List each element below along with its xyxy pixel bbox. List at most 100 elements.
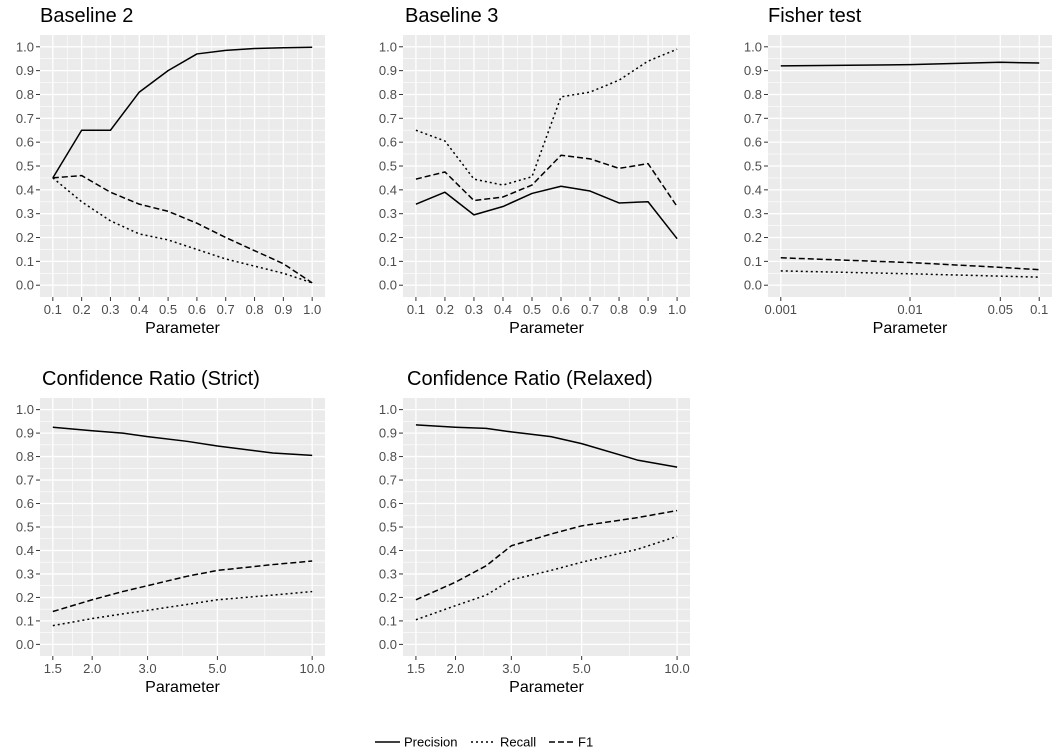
x-axis-label: Parameter xyxy=(145,679,220,696)
series-line-precision xyxy=(52,426,313,457)
x-tick-label: 0.5 xyxy=(159,302,177,317)
y-tick-label: 0.5 xyxy=(16,159,34,174)
x-tick-label: 2.0 xyxy=(83,661,101,676)
y-tick-label: 0.6 xyxy=(16,135,34,150)
y-tick-label: 0.8 xyxy=(379,449,397,464)
series-line-precision xyxy=(415,424,678,468)
chart-title: Confidence Ratio (Strict) xyxy=(42,368,260,390)
y-tick-label: 0.7 xyxy=(744,111,762,126)
x-tick-label: 1.5 xyxy=(44,661,62,676)
y-tick-label: 0.2 xyxy=(16,230,34,245)
x-tick-label: 0.5 xyxy=(523,302,541,317)
chart-title: Fisher test xyxy=(768,5,862,27)
x-tick-label: 0.1 xyxy=(1030,302,1048,317)
y-tick-label: 0.7 xyxy=(16,473,34,488)
y-tick-label: 0.4 xyxy=(379,182,397,197)
x-axis-label: Parameter xyxy=(873,320,948,337)
y-tick-label: 0.0 xyxy=(379,278,397,293)
y-tick-label: 0.5 xyxy=(379,159,397,174)
x-tick-label: 0.6 xyxy=(552,302,570,317)
y-tick-label: 0.4 xyxy=(16,182,34,197)
y-tick-label: 0.0 xyxy=(16,278,34,293)
y-tick-label: 0.2 xyxy=(379,590,397,605)
y-tick-label: 1.0 xyxy=(16,39,34,54)
x-tick-label: 0.1 xyxy=(44,302,62,317)
chart-title: Baseline 2 xyxy=(40,5,133,27)
x-tick-label: 0.7 xyxy=(217,302,235,317)
y-tick-label: 0.7 xyxy=(379,473,397,488)
chart-panel-2: 0.0 0.1 0.2 0.3 0.4 0.5 0.6 0.7 0.8 0.9 1.0 0.001 0.… xyxy=(744,5,1052,337)
chart-panel-4: 0.0 0.1 0.2 0.3 0.4 0.5 0.6 0.7 0.8 0.9 1.0 1.5 2.0 3… xyxy=(379,368,690,696)
chart-panel-1: 0.0 0.1 0.2 0.3 0.4 0.5 0.6 0.7 0.8 0.9 1.0 0.1 0.2 0… xyxy=(379,5,690,337)
y-tick-label: 0.9 xyxy=(379,63,397,78)
y-tick-label: 0.2 xyxy=(379,230,397,245)
y-tick-label: 0.3 xyxy=(744,206,762,221)
series-line-precision xyxy=(780,61,1040,67)
x-tick-label: 0.1 xyxy=(407,302,425,317)
series-line-precision xyxy=(415,185,678,240)
y-tick-label: 0.9 xyxy=(744,63,762,78)
y-tick-label: 0.6 xyxy=(16,496,34,511)
y-tick-label: 0.4 xyxy=(379,543,397,558)
y-tick-label: 0.8 xyxy=(16,87,34,102)
y-tick-label: 0.4 xyxy=(16,543,34,558)
x-tick-label: 0.8 xyxy=(246,302,264,317)
x-tick-label: 0.2 xyxy=(436,302,454,317)
y-tick-label: 0.3 xyxy=(379,566,397,581)
x-tick-label: 0.6 xyxy=(188,302,206,317)
series-line-f1 xyxy=(415,154,678,207)
x-tick-label: 0.4 xyxy=(494,302,512,317)
legend-label-precision: Precision xyxy=(404,735,457,750)
y-tick-label: 0.3 xyxy=(16,566,34,581)
series-line-f1 xyxy=(780,257,1040,271)
y-tick-label: 0.3 xyxy=(16,206,34,221)
series-line-f1 xyxy=(52,174,313,284)
y-tick-label: 1.0 xyxy=(744,39,762,54)
series-line-f1 xyxy=(415,509,678,601)
y-tick-label: 0.5 xyxy=(379,520,397,535)
x-tick-label: 10.0 xyxy=(664,661,689,676)
y-tick-label: 0.6 xyxy=(379,496,397,511)
y-tick-label: 0.9 xyxy=(16,63,34,78)
x-tick-label: 0.2 xyxy=(73,302,91,317)
y-tick-label: 0.5 xyxy=(16,520,34,535)
y-tick-label: 0.8 xyxy=(16,449,34,464)
x-tick-label: 2.0 xyxy=(446,661,464,676)
y-tick-label: 0.3 xyxy=(379,206,397,221)
series-line-precision xyxy=(52,46,313,179)
y-tick-label: 0.6 xyxy=(379,135,397,150)
y-tick-label: 0.0 xyxy=(16,637,34,652)
legend: Precision Recall F1 xyxy=(375,735,593,750)
x-axis-label: Parameter xyxy=(145,320,220,337)
x-tick-label: 0.9 xyxy=(274,302,292,317)
y-tick-label: 0.1 xyxy=(16,613,34,628)
y-tick-label: 0.5 xyxy=(744,159,762,174)
x-tick-label: 0.01 xyxy=(897,302,922,317)
y-tick-label: 0.1 xyxy=(379,254,397,269)
y-tick-label: 0.1 xyxy=(744,254,762,269)
y-tick-label: 0.2 xyxy=(16,590,34,605)
y-tick-label: 0.0 xyxy=(744,278,762,293)
y-tick-label: 0.8 xyxy=(744,87,762,102)
x-tick-label: 5.0 xyxy=(208,661,226,676)
x-tick-label: 1.0 xyxy=(668,302,686,317)
x-axis-label: Parameter xyxy=(509,679,584,696)
chart-title: Confidence Ratio (Relaxed) xyxy=(407,368,653,390)
series-line-recall xyxy=(52,590,313,627)
y-tick-label: 0.7 xyxy=(379,111,397,126)
y-tick-label: 0.1 xyxy=(379,613,397,628)
x-tick-label: 10.0 xyxy=(300,661,325,676)
y-tick-label: 0.4 xyxy=(744,182,762,197)
x-tick-label: 3.0 xyxy=(502,661,520,676)
chart-panel-3: 0.0 0.1 0.2 0.3 0.4 0.5 0.6 0.7 0.8 0.9 1.0 1.5 2.0 3… xyxy=(16,368,325,696)
x-tick-label: 0.3 xyxy=(101,302,119,317)
x-tick-label: 0.7 xyxy=(581,302,599,317)
x-tick-label: 1.5 xyxy=(407,661,425,676)
x-tick-label: 3.0 xyxy=(139,661,157,676)
x-tick-label: 0.001 xyxy=(765,302,798,317)
y-tick-label: 0.9 xyxy=(16,426,34,441)
y-tick-label: 0.8 xyxy=(379,87,397,102)
chart-title: Baseline 3 xyxy=(405,5,498,27)
y-tick-label: 0.2 xyxy=(744,230,762,245)
